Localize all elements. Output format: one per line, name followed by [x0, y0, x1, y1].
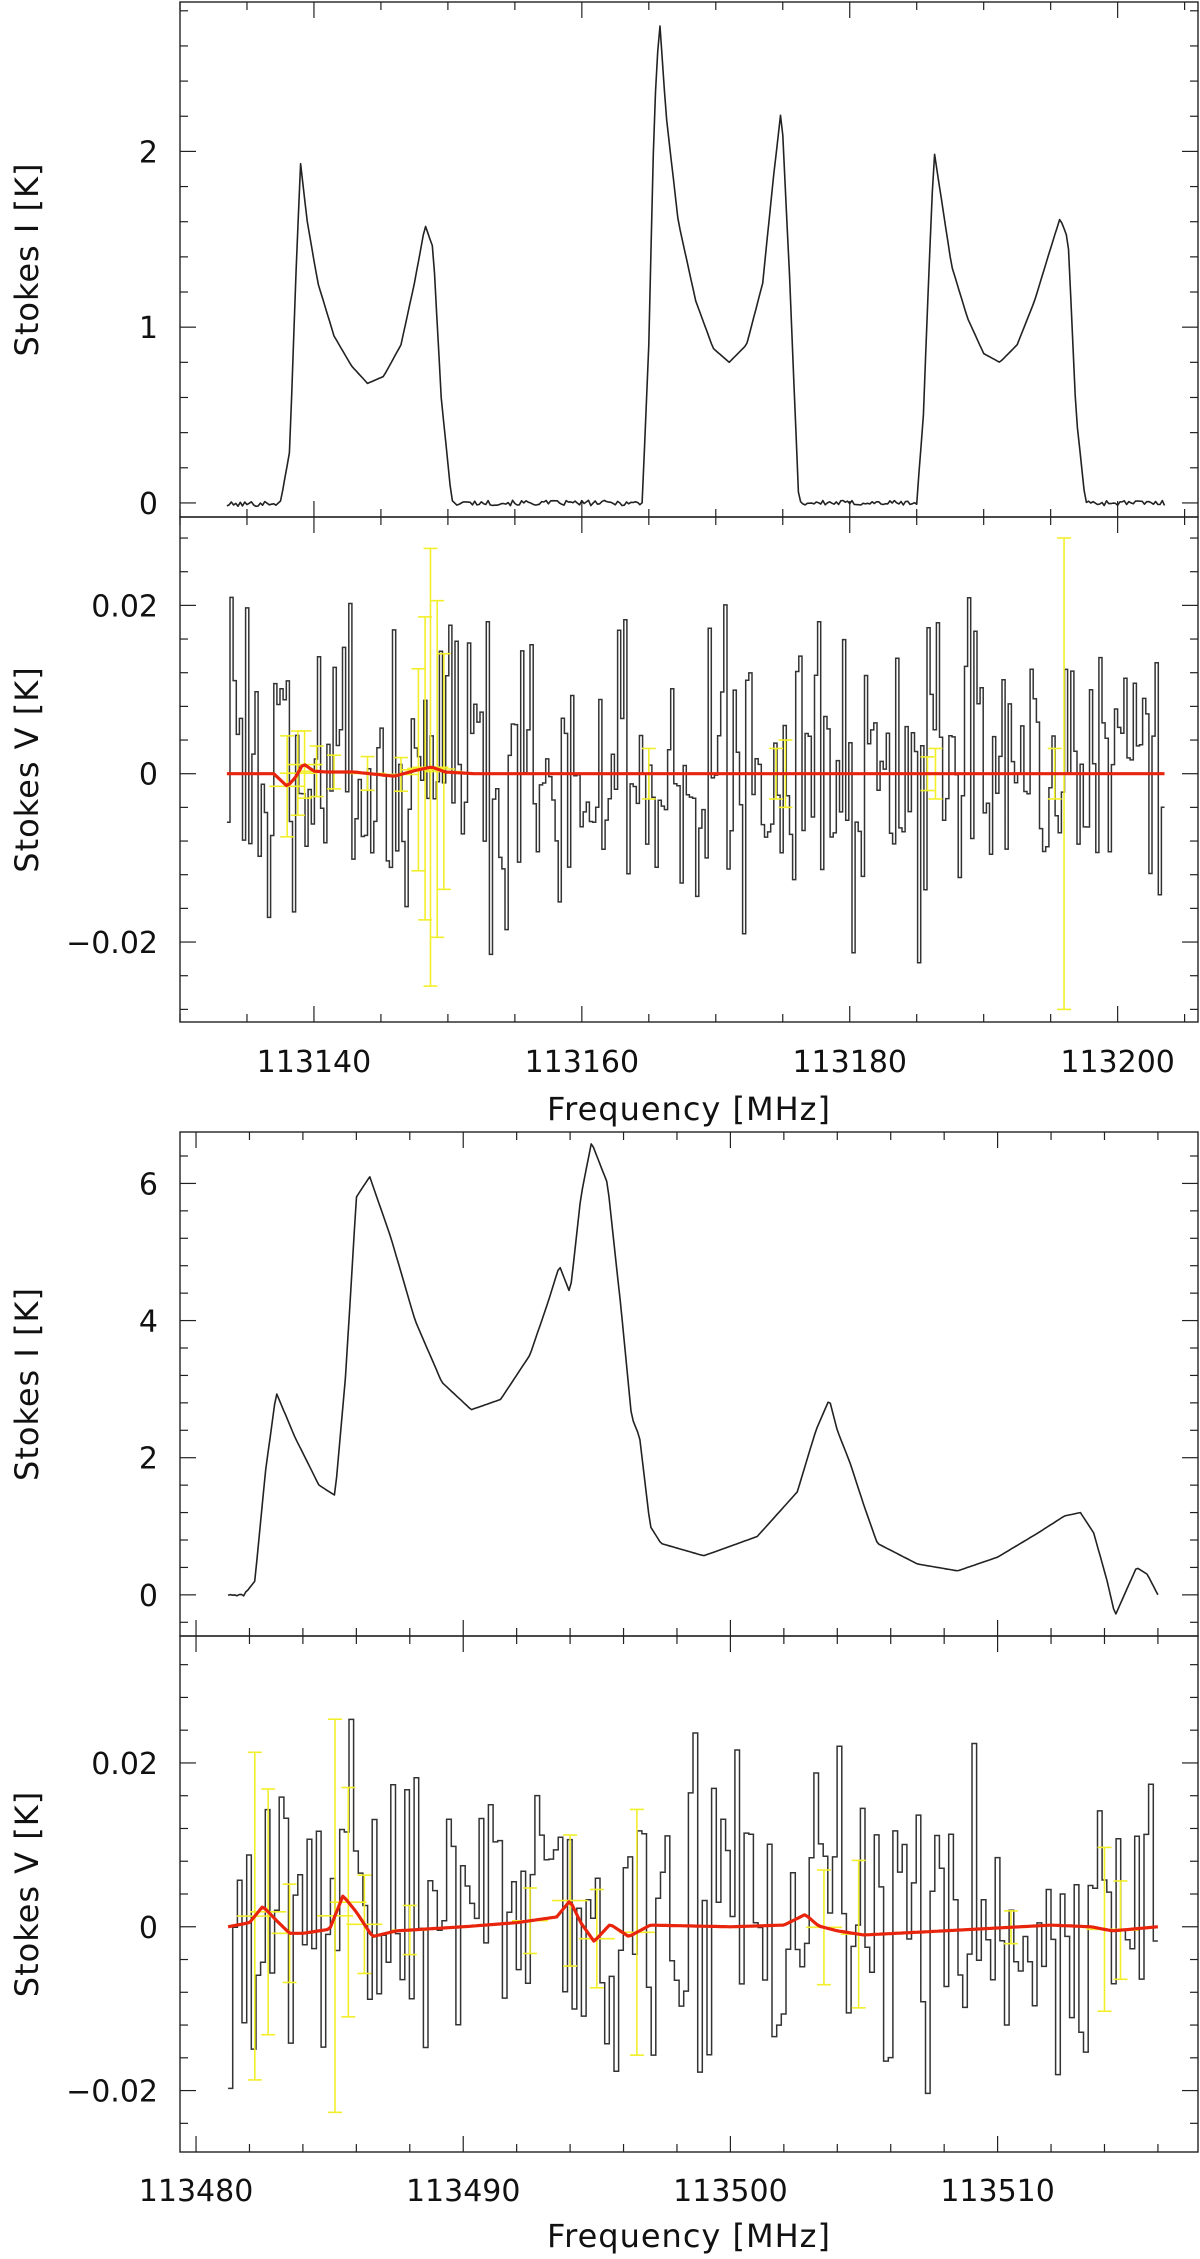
- panel-lower-stokes-v: −0.02 0 0.02 Stokes V [K] 113480 113490 113500…: [8, 1635, 1199, 2255]
- y-tick-label: 0: [139, 758, 158, 793]
- y-tick-label: 1: [139, 311, 158, 346]
- y-tick-label: 6: [139, 1167, 158, 1202]
- x-axis-label: Frequency [MHz]: [547, 1090, 831, 1128]
- x-ticks: [195, 1636, 1159, 2152]
- stokes-i-line: [226, 25, 1166, 508]
- x-ticks: [179, 2, 1186, 517]
- y-ticks: 0 2 4 6: [139, 1155, 1198, 1623]
- x-ticks: [179, 517, 1186, 1022]
- panel-upper-stokes-i: 0 1 2 Stokes I [K]: [8, 1, 1199, 522]
- stokes-v-histogram: [226, 596, 1165, 964]
- x-tick-label: 113510: [940, 2174, 1055, 2209]
- y-ticks: 0 1 2: [139, 10, 1198, 522]
- panels: 0 1 2 Stokes I [K] −0.02 0 0.02 Stokes V [K] 113…: [8, 1, 1199, 2255]
- y-tick-label: 0: [139, 1911, 158, 1946]
- y-tick-label: 0: [139, 487, 158, 522]
- x-tick-label: 113490: [406, 2174, 521, 2209]
- x-tick-label: 113500: [673, 2174, 788, 2209]
- x-ticks: [195, 1132, 1159, 1636]
- y-tick-label: 0.02: [91, 1747, 158, 1782]
- y-axis-label: Stokes V [K]: [8, 666, 46, 872]
- stokes-v-model: [227, 1894, 1159, 1943]
- x-tick-label: 113160: [525, 1045, 640, 1080]
- y-tick-label: 0: [139, 1579, 158, 1614]
- y-axis-label: Stokes V [K]: [8, 1791, 46, 1997]
- stokes-i-line: [227, 1143, 1159, 1615]
- y-axis-label: Stokes I [K]: [8, 163, 46, 357]
- y-tick-label: −0.02: [66, 926, 158, 961]
- x-tick-label: 113180: [792, 1045, 907, 1080]
- x-tick-label: 113140: [257, 1045, 372, 1080]
- x-tick-label: 113480: [139, 2174, 254, 2209]
- y-ticks: −0.02 0 0.02: [66, 1664, 1198, 2124]
- y-tick-label: 2: [139, 1442, 158, 1477]
- plot-frame: [179, 516, 1199, 1023]
- y-tick-label: 0.02: [91, 589, 158, 624]
- panel-upper-stokes-v: −0.02 0 0.02 Stokes V [K] 113140 113160 113180…: [8, 516, 1199, 1128]
- y-ticks: −0.02 0 0.02: [66, 537, 1198, 1010]
- y-axis-label: Stokes I [K]: [8, 1287, 46, 1481]
- y-tick-label: 4: [139, 1305, 158, 1340]
- x-axis-label: Frequency [MHz]: [547, 2217, 831, 2255]
- y-tick-label: 2: [139, 135, 158, 170]
- x-tick-label: 113200: [1060, 1045, 1175, 1080]
- y-tick-label: −0.02: [66, 2075, 158, 2110]
- stokes-v-model: [226, 763, 1165, 788]
